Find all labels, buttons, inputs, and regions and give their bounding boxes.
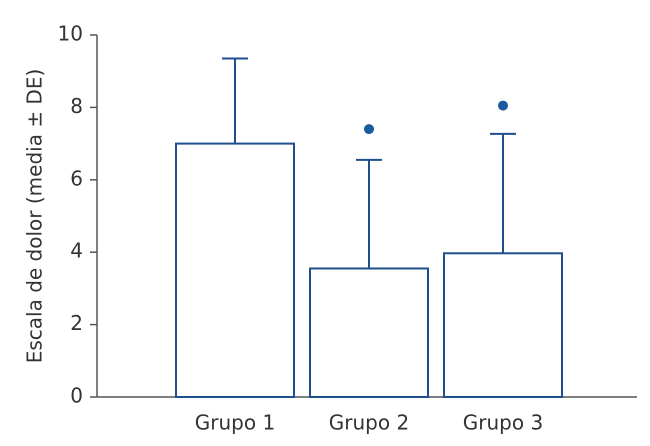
x-tick-label: Grupo 2	[329, 411, 409, 435]
x-tick-label: Grupo 1	[195, 411, 275, 435]
y-axis-label: Escala de dolor (media ± DE)	[23, 69, 47, 364]
significance-marker	[364, 124, 374, 135]
y-tick-label: 2	[70, 311, 83, 335]
y-tick-label: 4	[70, 239, 83, 263]
bar	[175, 142, 295, 398]
x-tick-label: Grupo 3	[463, 411, 543, 435]
y-tick-label: 10	[58, 22, 83, 46]
bar	[443, 252, 563, 398]
y-tick-label: 0	[70, 384, 83, 408]
bar	[309, 267, 429, 398]
y-tick-label: 6	[70, 166, 83, 190]
y-tick-label: 8	[70, 94, 83, 118]
significance-marker	[498, 100, 508, 111]
